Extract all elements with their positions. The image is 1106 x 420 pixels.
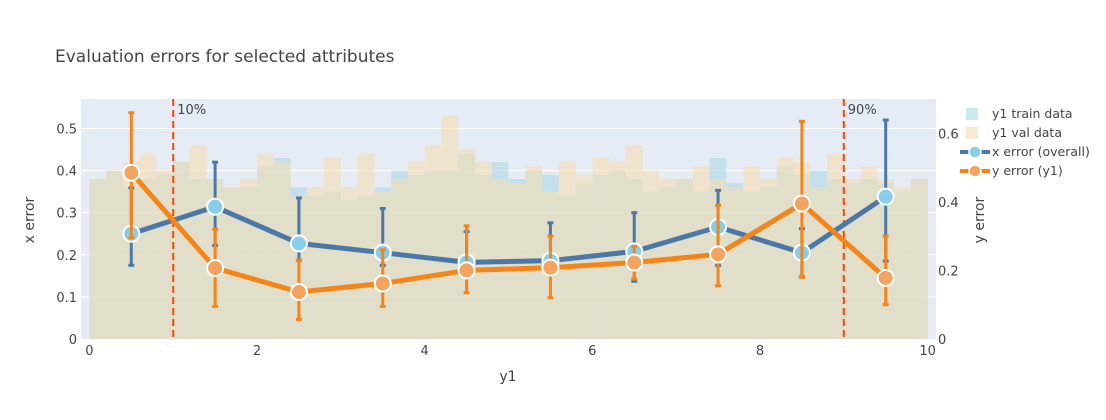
data-point (289, 283, 308, 302)
legend-swatch (966, 127, 978, 139)
val-hist-bar (860, 166, 878, 339)
val-hist-bar (407, 162, 425, 339)
data-point (709, 245, 728, 264)
legend[interactable]: y1 train data y1 val data x error (overall… (960, 106, 1090, 178)
x-tick-label: 2 (253, 344, 261, 359)
val-hist-bar (827, 153, 844, 339)
val-hist-bar (357, 153, 375, 339)
val-hist-bar (273, 162, 291, 339)
val-hist-bar (558, 162, 576, 339)
val-hist-bar (474, 162, 492, 339)
val-hist-bar (726, 187, 744, 339)
val-hist-bar (843, 179, 861, 339)
val-hist-bar (257, 153, 274, 339)
val-hist-bar (525, 166, 543, 339)
val-hist-bar (424, 145, 442, 339)
data-point (206, 197, 225, 216)
val-hist-bar (743, 166, 760, 339)
val-hist-bar (240, 179, 258, 339)
val-hist-bar (592, 157, 610, 339)
val-hist-bar (173, 162, 190, 339)
y-tick-label: 0.5 (56, 122, 77, 137)
y2-tick-label: 0 (938, 333, 946, 348)
x-tick-label: 8 (756, 344, 764, 359)
quantile-label: 10% (177, 103, 206, 118)
val-hist-bar (340, 187, 358, 339)
data-point (541, 258, 560, 277)
y-tick-label: 0.4 (56, 165, 77, 180)
data-point (122, 163, 141, 182)
legend-label: x error (overall) (992, 144, 1090, 159)
val-hist-bar (307, 187, 325, 339)
data-point (289, 234, 308, 253)
val-hist-bar (491, 179, 509, 339)
chart-title: Evaluation errors for selected attribute… (55, 47, 395, 67)
val-hist-bar (910, 179, 928, 339)
val-hist-bar (189, 145, 207, 339)
legend-marker (968, 164, 982, 178)
val-hist-bar (441, 115, 459, 339)
x-tick-label: 4 (421, 344, 429, 359)
legend-marker (968, 145, 982, 159)
y-tick-label: 0.1 (56, 291, 77, 306)
y-axis-label: x error (22, 196, 38, 243)
y-tick-label: 0.2 (56, 249, 77, 264)
val-hist-bar (692, 166, 710, 339)
val-hist-bar (156, 170, 174, 339)
y2-axis-label: y error (972, 196, 988, 243)
y2-tick-label: 0.2 (938, 264, 959, 279)
x-tick-label: 10 (919, 344, 936, 359)
data-point (876, 268, 895, 287)
series-line (130, 194, 888, 265)
legend-label: y1 train data (992, 106, 1073, 121)
val-hist-bar (391, 179, 408, 339)
data-point (792, 194, 811, 213)
y2-tick-label: 0.6 (938, 127, 959, 142)
legend-swatch (966, 108, 978, 120)
data-point (373, 274, 392, 293)
data-point (625, 253, 644, 272)
x-tick-label: 0 (85, 344, 93, 359)
x-tick-label: 6 (588, 344, 596, 359)
x-axis-label: y1 (499, 369, 516, 385)
val-hist-bar (223, 187, 241, 339)
val-hist-bar (894, 187, 911, 339)
legend-label: y error (y1) (992, 163, 1063, 178)
val-hist-bar (642, 170, 660, 339)
y-tick-label: 0.3 (56, 207, 77, 222)
val-hist-bar (609, 162, 626, 339)
val-hist-bar (89, 179, 107, 339)
data-point (876, 187, 895, 206)
series-line (129, 171, 888, 295)
y-tick-label: 0 (69, 333, 77, 348)
y2-tick-label: 0.4 (938, 196, 959, 211)
legend-label: y1 val data (992, 125, 1062, 140)
data-point (457, 261, 476, 280)
data-point (206, 259, 225, 278)
val-hist-bar (759, 179, 777, 339)
quantile-label: 90% (848, 103, 877, 118)
val-hist-bar (106, 170, 123, 339)
